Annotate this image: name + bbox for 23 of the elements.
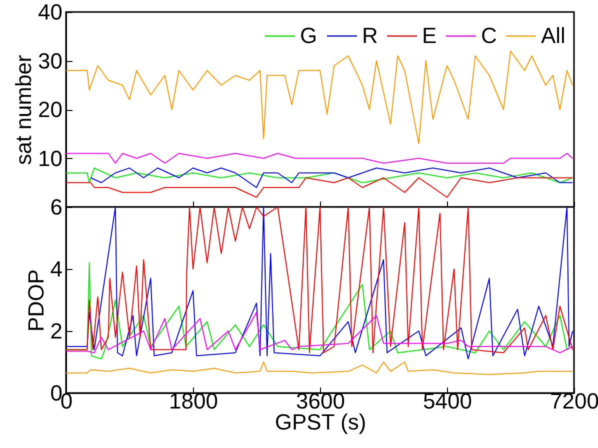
line-series <box>66 168 574 184</box>
legend-label: E <box>422 23 437 48</box>
y-tick-label: 40 <box>38 0 62 24</box>
line-series <box>66 312 574 354</box>
y-tick-label: 10 <box>38 146 62 171</box>
legend-label: C <box>481 23 497 48</box>
x-tick-label: 1800 <box>169 388 218 414</box>
legend-label: All <box>541 23 566 48</box>
line-series <box>90 168 574 188</box>
y-axis-title: PDOP <box>23 269 48 332</box>
line-series <box>66 362 574 375</box>
legend-label: R <box>362 23 378 48</box>
y-tick-label: 20 <box>38 97 62 122</box>
y-tick-label: 30 <box>38 48 62 74</box>
y-axis-title: sat number <box>11 54 36 166</box>
line-series <box>66 50 574 144</box>
y-tick-label: 2 <box>50 318 62 344</box>
y-tick-label: 6 <box>50 194 62 220</box>
y-tick-label: 4 <box>50 256 62 282</box>
x-axis-title: GPST (s) <box>274 410 366 434</box>
legend-label: G <box>300 23 318 48</box>
line-series <box>66 177 574 198</box>
x-tick-label: 7200 <box>550 388 598 414</box>
